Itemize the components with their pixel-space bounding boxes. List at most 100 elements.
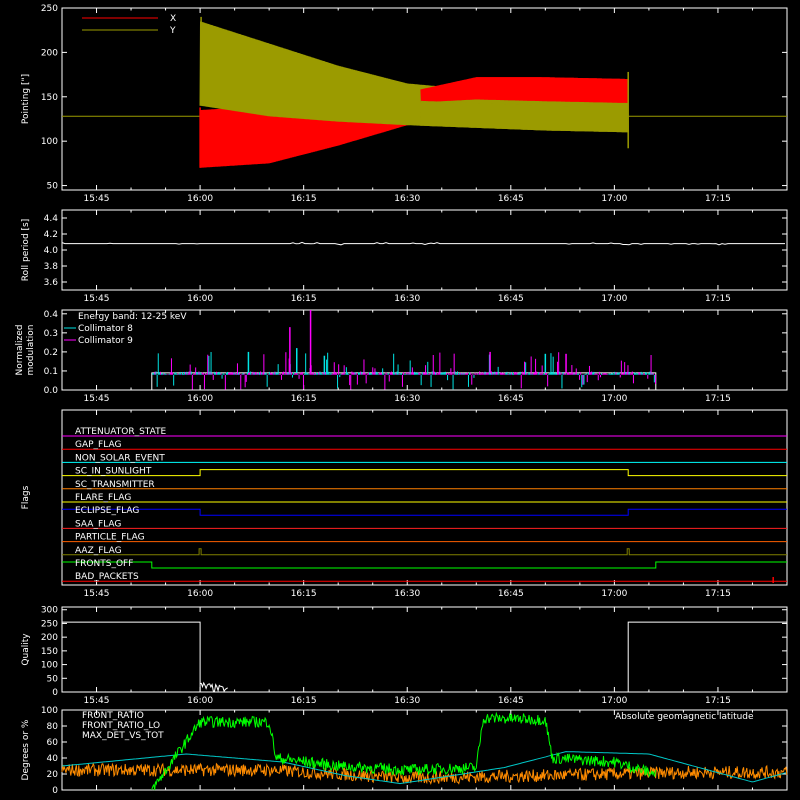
x-tick-label-flags: 16:15 (291, 589, 317, 599)
y-tick-label-roll: 3.6 (44, 278, 59, 288)
x-tick-label-quality: 17:15 (705, 696, 731, 706)
y-tick-label-roll: 3.8 (44, 262, 59, 272)
x-tick-label-pointing: 17:15 (705, 194, 731, 204)
y-axis-title-quality: Quality (21, 633, 31, 666)
y-tick-label-quality: 150 (41, 647, 58, 657)
quality-panel-frame (61, 606, 788, 693)
legend-label-front-ratio-lo: FRONT_RATIO_LO (82, 721, 160, 731)
x-tick-label-modulation: 16:30 (394, 394, 420, 404)
y-tick-label-modulation: 0.0 (44, 386, 59, 396)
legend-label-collimator-8: Collimator 8 (78, 324, 133, 334)
y-tick-label-modulation: 0.3 (44, 329, 58, 339)
legend-label-max-det: MAX_DET_VS_TOT (82, 731, 164, 741)
y-tick-label-quality: 50 (47, 674, 59, 684)
y-tick-label-quality: 250 (41, 619, 58, 629)
legend-label-x: X (170, 14, 176, 24)
x-tick-label-modulation: 16:00 (187, 394, 213, 404)
roll-period-line (61, 241, 785, 246)
x-tick-label-modulation: 16:15 (291, 394, 317, 404)
flag-line-eclipse-flag (62, 508, 787, 516)
x-tick-label-flags: 17:15 (705, 589, 731, 599)
x-tick-label-roll: 16:00 (187, 294, 213, 304)
y-tick-label-ratios: 100 (41, 706, 58, 716)
max-det-vs-tot-line (61, 762, 788, 785)
series-y-oscillation (199, 21, 629, 133)
x-tick-label-flags: 16:45 (498, 589, 524, 599)
y-axis-title-flags: Flags (21, 485, 31, 509)
y-tick-label-pointing: 200 (41, 48, 58, 58)
y-tick-label-roll: 4.0 (44, 246, 59, 256)
x-tick-label-flags: 15:45 (84, 589, 110, 599)
y-tick-label-pointing: 100 (41, 137, 58, 147)
legend-label-front-ratio: FRONT_RATIO (82, 711, 144, 721)
flag-label-attenuator-state: ATTENUATOR_STATE (75, 427, 167, 437)
y-tick-label-ratios: 60 (47, 738, 59, 748)
flag-label-eclipse-flag: ECLIPSE_FLAG (75, 506, 139, 516)
energy-band-annotation: Energy band: 12-25 keV (78, 312, 187, 322)
y-tick-label-quality: 0 (52, 688, 58, 698)
series-y-oscillation (420, 100, 629, 133)
flag-label-particle-flag: PARTICLE_FLAG (75, 533, 145, 543)
x-tick-label-quality: 16:45 (498, 696, 524, 706)
x-tick-label-roll: 16:30 (394, 294, 420, 304)
x-tick-label-quality: 16:15 (291, 696, 317, 706)
flag-label-bad-packets: BAD_PACKETS (75, 572, 139, 582)
flag-label-gap-flag: GAP_FLAG (75, 440, 121, 450)
flag-label-sc-transmitter: SC_TRANSMITTER (75, 480, 155, 490)
series-x-oscillation (420, 77, 629, 104)
flag-line-sc-in-sunlight (62, 469, 787, 477)
x-tick-label-flags: 17:00 (601, 589, 627, 599)
flag-line-aaz-flag (62, 548, 787, 556)
x-tick-label-pointing: 15:45 (84, 194, 110, 204)
x-tick-label-pointing: 17:00 (601, 194, 627, 204)
y-tick-label-modulation: 0.4 (44, 310, 59, 320)
flag-label-aaz-flag: AAZ_FLAG (75, 546, 122, 556)
quality-line (62, 621, 787, 693)
flag-label-fronts-off: FRONTS_OFF (75, 559, 133, 569)
flags-panel-frame (61, 409, 788, 586)
x-tick-label-roll: 17:00 (601, 294, 627, 304)
x-tick-label-pointing: 16:30 (394, 194, 420, 204)
y-tick-label-ratios: 80 (47, 722, 59, 732)
y-axis-title-modulation: Normalized (15, 324, 25, 375)
x-tick-label-modulation: 17:15 (705, 394, 731, 404)
x-tick-label-pointing: 16:45 (498, 194, 524, 204)
y-tick-label-pointing: 50 (47, 182, 59, 192)
flag-label-sc-in-sunlight: SC_IN_SUNLIGHT (75, 467, 152, 477)
y-tick-label-ratios: 40 (47, 754, 59, 764)
y-tick-label-roll: 4.4 (44, 214, 59, 224)
x-tick-label-roll: 16:45 (498, 294, 524, 304)
pointing-panel-frame (61, 7, 788, 191)
y-tick-label-modulation: 0.1 (44, 367, 58, 377)
modulation-panel-frame (61, 309, 788, 391)
x-tick-label-flags: 16:30 (394, 589, 420, 599)
legend-label-y: Y (169, 26, 176, 36)
ratios-panel-frame (61, 709, 788, 791)
x-tick-label-flags: 16:00 (187, 589, 213, 599)
x-tick-label-roll: 15:45 (84, 294, 110, 304)
x-tick-label-modulation: 15:45 (84, 394, 110, 404)
flag-label-saa-flag: SAA_FLAG (75, 519, 121, 529)
x-tick-label-pointing: 16:15 (291, 194, 317, 204)
x-tick-label-quality: 15:45 (84, 696, 110, 706)
x-tick-label-roll: 17:15 (705, 294, 731, 304)
y-tick-label-ratios: 20 (47, 770, 59, 780)
x-tick-label-pointing: 16:00 (187, 194, 213, 204)
flag-label-non-solar-event: NON_SOLAR_EVENT (75, 453, 165, 463)
y-tick-label-roll: 4.2 (44, 230, 58, 240)
front-ratio-line (151, 711, 656, 791)
x-tick-label-quality: 17:00 (601, 696, 627, 706)
quality-noise (199, 681, 228, 693)
y-axis-title-modulation: modulation (26, 325, 36, 376)
y-tick-label-modulation: 0.2 (44, 348, 58, 358)
roll-panel-frame (61, 209, 788, 291)
x-tick-label-modulation: 17:00 (601, 394, 627, 404)
modulation-baseline (151, 372, 657, 390)
x-tick-label-roll: 16:15 (291, 294, 317, 304)
y-tick-label-ratios: 0 (52, 786, 58, 796)
y-axis-title-pointing: Pointing ["] (21, 74, 31, 124)
legend-label-collimator-9: Collimator 9 (78, 336, 133, 346)
y-tick-label-pointing: 250 (41, 4, 58, 14)
flag-line-fronts-off (62, 561, 787, 569)
